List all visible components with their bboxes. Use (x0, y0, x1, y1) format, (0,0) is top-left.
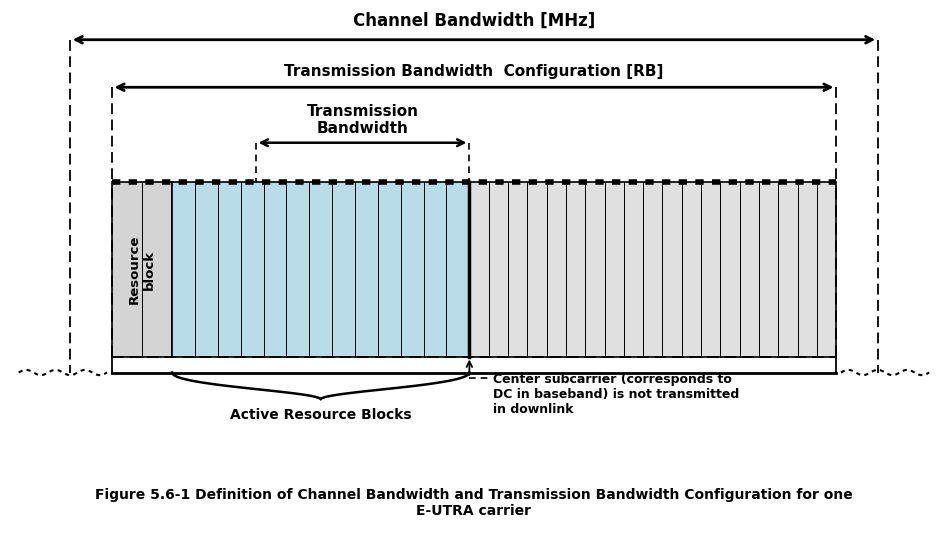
Text: Figure 5.6-1 Definition of Channel Bandwidth and Transmission Bandwidth Configur: Figure 5.6-1 Definition of Channel Bandw… (95, 488, 853, 518)
Bar (112, 182, 172, 357)
Bar (469, 182, 836, 357)
Text: Transmission Bandwidth  Configuration [RB]: Transmission Bandwidth Configuration [RB… (284, 64, 664, 79)
Text: Resource
block: Resource block (128, 235, 155, 304)
Bar (172, 182, 469, 357)
Text: Channel Bandwidth [MHz]: Channel Bandwidth [MHz] (353, 12, 595, 30)
Text: Transmission
Bandwidth: Transmission Bandwidth (306, 104, 418, 136)
Text: Center subcarrier (corresponds to
DC in baseband) is not transmitted
in downlink: Center subcarrier (corresponds to DC in … (493, 372, 738, 416)
Text: Active Resource Blocks: Active Resource Blocks (230, 409, 411, 423)
